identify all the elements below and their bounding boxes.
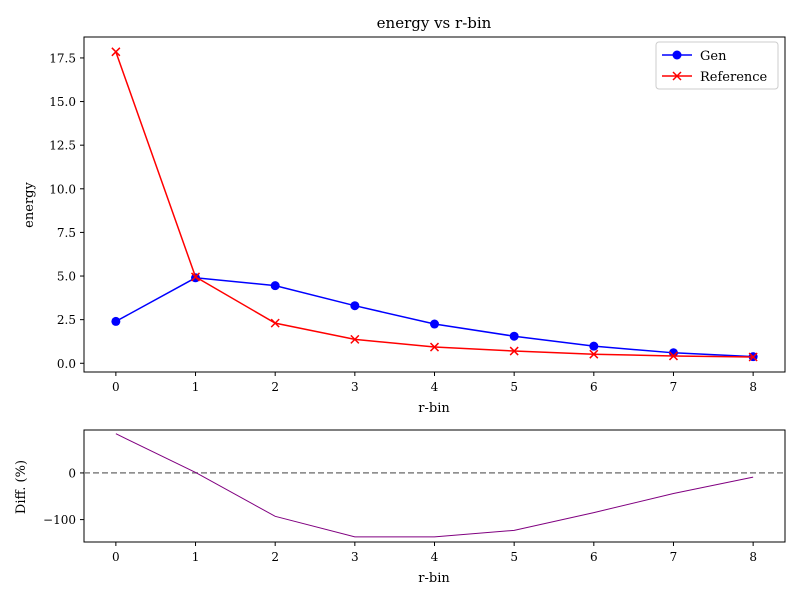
legend-reference-label: Reference xyxy=(700,70,768,85)
energy-y-tick-label: 15.0 xyxy=(49,95,76,109)
energy-series xyxy=(111,47,758,362)
energy-y-tick-label: 7.5 xyxy=(57,226,76,240)
diff-plot-frame xyxy=(83,429,786,543)
legend-gen-marker xyxy=(672,50,682,60)
diff-y-ticks: 0 −100 xyxy=(43,466,84,527)
energy-x-tick-label: 8 xyxy=(749,380,757,394)
energy-point-reference xyxy=(429,342,440,352)
legend-entry-gen: Gen xyxy=(662,49,727,64)
energy-point-reference xyxy=(350,334,360,344)
energy-y-tick-label: 12.5 xyxy=(49,139,76,153)
energy-x-tick-label: 7 xyxy=(670,380,678,394)
energy-point-reference xyxy=(668,351,679,361)
diff-y-tick-label: −100 xyxy=(43,513,76,527)
diff-series-line-diff xyxy=(115,433,754,538)
legend-entry-reference: Reference xyxy=(662,70,768,85)
energy-y-tick-label: 2.5 xyxy=(57,313,76,327)
legend: Gen Reference xyxy=(655,41,779,90)
diff-x-tick-label: 1 xyxy=(192,550,200,564)
diff-x-tick-label: 0 xyxy=(112,550,120,564)
diff-x-tick-label: 8 xyxy=(749,550,757,564)
legend-gen-label: Gen xyxy=(700,49,727,64)
chart-title: energy vs r-bin xyxy=(377,14,492,32)
energy-point-gen xyxy=(589,341,599,351)
legend-box xyxy=(655,41,779,90)
energy-point-gen xyxy=(350,301,360,311)
diff-x-ticks: 0 1 2 3 4 5 6 7 8 xyxy=(112,542,757,564)
diff-x-tick-label: 5 xyxy=(510,550,518,564)
energy-x-tick-label: 5 xyxy=(510,380,518,394)
diff-x-tick-label: 4 xyxy=(431,550,439,564)
diff-series xyxy=(115,433,754,538)
energy-y-tick-label: 5.0 xyxy=(57,270,76,284)
energy-panel: energy vs r-bin 0 1 2 3 4 5 6 7 8 0.0 2.5 5.0 7.5 10… xyxy=(22,14,786,416)
energy-point-gen xyxy=(430,319,439,329)
energy-point-reference xyxy=(589,349,599,359)
energy-point-reference xyxy=(509,346,519,356)
energy-x-tick-label: 4 xyxy=(431,380,439,394)
energy-x-ticks: 0 1 2 3 4 5 6 7 8 xyxy=(112,372,757,394)
legend-reference-marker xyxy=(672,71,682,81)
diff-x-tick-label: 3 xyxy=(351,550,359,564)
energy-point-gen xyxy=(509,331,519,341)
diff-x-tick-label: 7 xyxy=(670,550,678,564)
energy-x-tick-label: 2 xyxy=(271,380,279,394)
energy-point-reference xyxy=(190,272,201,282)
diff-y-axis-label: Diff. (%) xyxy=(14,460,29,514)
energy-point-gen xyxy=(668,348,678,358)
energy-y-tick-label: 0.0 xyxy=(57,357,76,371)
energy-y-axis-label: energy xyxy=(22,182,37,228)
energy-y-ticks: 0.0 2.5 5.0 7.5 10.0 12.5 15.0 17.5 xyxy=(49,51,84,371)
energy-y-tick-label: 17.5 xyxy=(49,51,76,65)
energy-point-gen xyxy=(270,281,280,291)
energy-x-tick-label: 1 xyxy=(192,380,200,394)
energy-point-reference xyxy=(270,318,280,328)
energy-series-line-reference xyxy=(115,51,754,358)
energy-x-tick-label: 6 xyxy=(590,380,598,394)
energy-series-line-gen xyxy=(115,277,754,358)
diff-x-tick-label: 2 xyxy=(271,550,279,564)
energy-x-tick-label: 0 xyxy=(112,380,120,394)
energy-point-reference xyxy=(748,352,758,362)
energy-point-reference xyxy=(111,47,121,57)
diff-x-axis-label: r-bin xyxy=(418,571,450,586)
energy-x-axis-label: r-bin xyxy=(418,401,450,416)
diff-panel: 0 1 2 3 4 5 6 7 8 0 −100 r-bin Diff. (%) xyxy=(14,429,786,586)
energy-y-tick-label: 10.0 xyxy=(49,182,76,196)
energy-point-gen xyxy=(111,316,121,326)
diff-y-tick-label: 0 xyxy=(68,466,76,480)
energy-x-tick-label: 3 xyxy=(351,380,359,394)
diff-x-tick-label: 6 xyxy=(590,550,598,564)
